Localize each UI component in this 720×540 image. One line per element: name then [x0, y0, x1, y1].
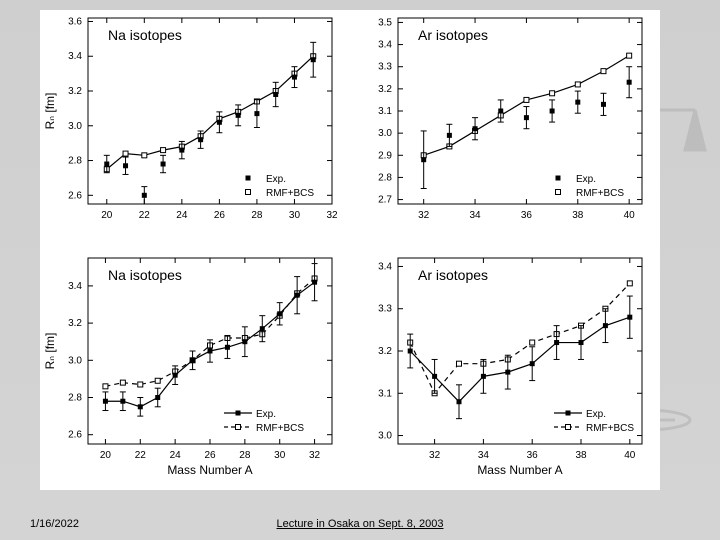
svg-text:2.6: 2.6: [68, 190, 82, 201]
svg-text:36: 36: [527, 450, 539, 461]
svg-text:3.3: 3.3: [378, 304, 392, 315]
svg-text:3.2: 3.2: [378, 346, 392, 357]
svg-text:2.8: 2.8: [68, 156, 82, 167]
svg-text:3.1: 3.1: [378, 106, 392, 117]
svg-text:28: 28: [239, 450, 251, 461]
panel-na_top: 20 22 24 26 28 30 32 2.6 2.8 3.0 3.2 3.4 3.6 Rₙ [fm] N…: [40, 10, 340, 240]
panel-ar_top: 32 34 36 38 40 2.7 2.8 2.9 3.0 3.1 3.2 3.3 3.4 3.5 Ar …: [350, 10, 650, 240]
svg-text:22: 22: [135, 450, 147, 461]
svg-text:3.0: 3.0: [378, 431, 392, 442]
svg-text:3.2: 3.2: [68, 318, 82, 329]
slide: 20 22 24 26 28 30 32 2.6 2.8 3.0 3.2 3.4 3.6 Rₙ [fm] N…: [0, 0, 720, 540]
svg-text:3.0: 3.0: [68, 121, 82, 132]
svg-text:Ar isotopes: Ar isotopes: [418, 27, 488, 43]
svg-text:32: 32: [326, 210, 338, 221]
svg-text:32: 32: [418, 210, 430, 221]
svg-text:26: 26: [204, 450, 216, 461]
footer-caption: Lecture in Osaka on Sept. 8, 2003: [277, 518, 444, 530]
svg-text:Exp.: Exp.: [256, 409, 276, 420]
footer: 1/16/2022 Lecture in Osaka on Sept. 8, 2…: [0, 518, 720, 530]
svg-text:RMF+BCS: RMF+BCS: [586, 423, 634, 434]
svg-text:Na isotopes: Na isotopes: [108, 27, 182, 43]
svg-text:28: 28: [251, 210, 263, 221]
svg-text:3.2: 3.2: [378, 84, 392, 95]
footer-date: 1/16/2022: [30, 518, 79, 530]
svg-text:24: 24: [176, 210, 188, 221]
svg-text:32: 32: [429, 450, 441, 461]
svg-text:Ar isotopes: Ar isotopes: [418, 267, 488, 283]
svg-text:RMF+BCS: RMF+BCS: [576, 188, 624, 199]
svg-text:3.4: 3.4: [68, 51, 82, 62]
svg-text:22: 22: [139, 210, 151, 221]
svg-text:40: 40: [624, 210, 636, 221]
svg-text:3.4: 3.4: [378, 261, 392, 272]
panel-ar_top: 32 34 36 38 40 2.7 2.8 2.9 3.0 3.1 3.2 3.3 3.4 3.5 Ar …: [350, 10, 650, 240]
svg-text:30: 30: [289, 210, 301, 221]
svg-text:3.6: 3.6: [68, 16, 82, 27]
svg-text:3.0: 3.0: [378, 128, 392, 139]
panel-na_top: 20 22 24 26 28 30 32 2.6 2.8 3.0 3.2 3.4 3.6 Rₙ [fm] N…: [40, 10, 340, 240]
svg-text:30: 30: [274, 450, 286, 461]
svg-text:2.8: 2.8: [378, 172, 392, 183]
svg-text:20: 20: [101, 210, 113, 221]
svg-text:3.4: 3.4: [378, 40, 392, 51]
svg-text:20: 20: [100, 450, 112, 461]
svg-text:Exp.: Exp.: [576, 174, 596, 185]
svg-text:Rₙ [fm]: Rₙ [fm]: [43, 333, 57, 370]
svg-text:40: 40: [624, 450, 636, 461]
panel-ar_bot: 32 34 36 38 40 3.0 3.1 3.2 3.3 3.4 Mass Number A Ar…: [350, 250, 650, 480]
panel-ar_bot: 32 34 36 38 40 3.0 3.1 3.2 3.3 3.4 Mass Number A Ar…: [350, 250, 650, 480]
svg-text:Exp.: Exp.: [266, 174, 286, 185]
svg-text:3.3: 3.3: [378, 62, 392, 73]
svg-text:Rₙ [fm]: Rₙ [fm]: [43, 93, 57, 130]
svg-text:26: 26: [214, 210, 226, 221]
svg-text:3.1: 3.1: [378, 388, 392, 399]
svg-text:38: 38: [572, 210, 584, 221]
svg-text:32: 32: [309, 450, 321, 461]
svg-text:2.6: 2.6: [68, 430, 82, 441]
svg-text:2.9: 2.9: [378, 150, 392, 161]
figure-area: 20 22 24 26 28 30 32 2.6 2.8 3.0 3.2 3.4 3.6 Rₙ [fm] N…: [40, 10, 660, 490]
svg-text:38: 38: [575, 450, 587, 461]
panel-na_bot: 20 22 24 26 28 30 32 2.6 2.8 3.0 3.2 3.4 Rₙ [fm] Mass…: [40, 250, 340, 480]
svg-text:3.5: 3.5: [378, 17, 392, 28]
svg-text:2.8: 2.8: [68, 393, 82, 404]
svg-text:Na isotopes: Na isotopes: [108, 267, 182, 283]
svg-text:RMF+BCS: RMF+BCS: [266, 188, 314, 199]
svg-text:34: 34: [469, 210, 481, 221]
svg-text:Mass Number A: Mass Number A: [477, 463, 562, 477]
svg-text:Mass Number A: Mass Number A: [167, 463, 252, 477]
svg-text:24: 24: [170, 450, 182, 461]
svg-text:3.0: 3.0: [68, 355, 82, 366]
svg-text:2.7: 2.7: [378, 195, 392, 206]
svg-text:3.4: 3.4: [68, 281, 82, 292]
svg-text:RMF+BCS: RMF+BCS: [256, 423, 304, 434]
svg-text:34: 34: [478, 450, 490, 461]
svg-text:Exp.: Exp.: [586, 409, 606, 420]
svg-text:3.2: 3.2: [68, 86, 82, 97]
svg-text:36: 36: [521, 210, 533, 221]
panel-na_bot: 20 22 24 26 28 30 32 2.6 2.8 3.0 3.2 3.4 Rₙ [fm] Mass…: [40, 250, 340, 480]
